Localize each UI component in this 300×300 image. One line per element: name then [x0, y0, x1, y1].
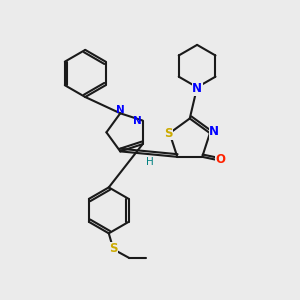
Text: N: N [192, 82, 202, 95]
Text: O: O [215, 153, 225, 166]
Text: N: N [133, 116, 142, 126]
Text: N: N [209, 125, 219, 138]
Text: S: S [164, 127, 172, 140]
Text: N: N [116, 105, 124, 115]
Text: S: S [109, 242, 117, 255]
Text: H: H [146, 158, 154, 167]
